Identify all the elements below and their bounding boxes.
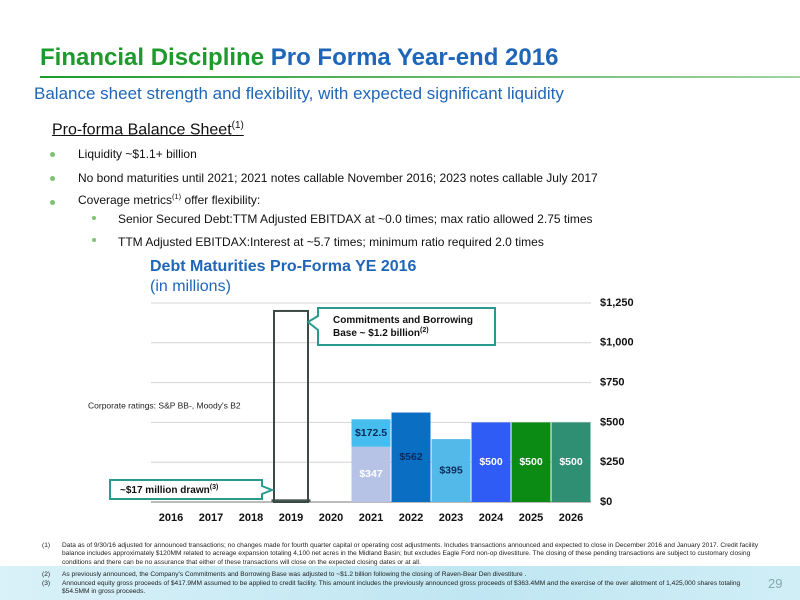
callout-line: Commitments and Borrowing (333, 315, 473, 326)
value-label: $347 (359, 468, 383, 480)
footnote: (3) Announced equity gross proceeds of $4… (42, 580, 767, 597)
x-tick-label: 2023 (439, 512, 463, 524)
footnote-text: As previously announced, the Company's C… (62, 571, 527, 578)
x-tick-label: 2024 (479, 512, 504, 524)
bar (431, 439, 471, 502)
value-label: $172.5 (355, 427, 387, 439)
x-tick-label: 2021 (359, 512, 383, 524)
bullet: Coverage metrics(1) offer flexibility: (78, 192, 260, 207)
subtitle: Balance sheet strength and flexibility, … (34, 84, 564, 103)
footnote-text: Data as of 9/30/16 adjusted for announce… (62, 542, 759, 566)
bar (391, 412, 431, 502)
section-heading: Pro-forma Balance Sheet(1) (52, 120, 244, 139)
y-tick-label: $0 (600, 496, 612, 508)
bullet: No bond maturities until 2021; 2021 note… (78, 171, 598, 185)
heading-sup: (1) (231, 120, 244, 131)
x-tick-label: 2019 (279, 512, 303, 524)
callout-sup: (2) (420, 327, 429, 334)
footnote-text: Announced equity gross proceeds of $417.… (62, 580, 741, 596)
callout-line: ~$17 million drawn (120, 485, 210, 496)
y-tick-label: $500 (600, 416, 624, 428)
bar (471, 422, 511, 502)
heading-text: Pro-forma Balance Sheet (52, 121, 232, 139)
sub-bullet-dot (92, 216, 96, 220)
title-green: Financial Discipline (40, 44, 265, 71)
commitment-bar (273, 309, 309, 503)
bullet-dot (50, 152, 55, 157)
x-tick-label: 2016 (159, 512, 183, 524)
value-label: $500 (559, 456, 583, 468)
sub-bullet-dot (92, 238, 96, 242)
value-label: $500 (519, 456, 543, 468)
value-label: $562 (399, 451, 423, 463)
footnote-marker: (3) (42, 580, 51, 587)
y-tick-label: $1,250 (600, 297, 634, 309)
callout-box (306, 307, 496, 346)
bullet-dot (50, 176, 55, 181)
callout-line: Base ~ $1.2 billion (333, 328, 420, 339)
bullet-dot (50, 200, 55, 205)
bar (351, 419, 391, 447)
sub-bullet: Senior Secured Debt:TTM Adjusted EBITDAX… (118, 212, 593, 226)
y-tick-label: $250 (600, 456, 624, 468)
x-tick-label: 2017 (199, 512, 223, 524)
callout-box (109, 479, 275, 500)
bullet-text: Coverage metrics (78, 193, 173, 207)
x-tick-label: 2026 (559, 512, 583, 524)
footnote-marker: (2) (42, 571, 51, 578)
bar (511, 422, 551, 502)
value-label: $395 (439, 464, 463, 476)
value-label: $500 (479, 456, 503, 468)
sub-bullet: TTM Adjusted EBITDAX:Interest at ~5.7 ti… (118, 235, 544, 249)
bullet-sup: (1) (172, 192, 182, 201)
callout-text: Commitments and Borrowing Base ~ $1.2 bil… (333, 315, 473, 339)
footnote: (2) As previously announced, the Company'… (42, 571, 767, 579)
bullet: Liquidity ~$1.1+ billion (78, 147, 197, 161)
bar (271, 499, 311, 502)
chart-title: Debt Maturities Pro-Forma YE 2016 (150, 258, 417, 275)
callout-sup: (3) (210, 484, 219, 491)
x-tick-label: 2022 (399, 512, 423, 524)
bar (351, 446, 391, 502)
ratings-note: Corporate ratings: S&P BB-, Moody's B2 (88, 400, 241, 410)
title-rule (40, 76, 800, 78)
x-tick-label: 2018 (239, 512, 263, 524)
bar (551, 422, 591, 502)
chart-subtitle: (in millions) (150, 278, 231, 295)
footnote: (1) Data as of 9/30/16 adjusted for annou… (42, 542, 767, 567)
page-number: 29 (768, 576, 783, 591)
callout-text: ~$17 million drawn(3) (120, 484, 218, 496)
title-blue: Pro Forma Year-end 2016 (270, 44, 559, 71)
footnote-marker: (1) (42, 542, 51, 549)
footer-band (0, 566, 800, 600)
y-tick-label: $750 (600, 377, 624, 389)
slide-title: Financial Discipline Pro Forma Year-end … (40, 44, 558, 72)
bullet-text: offer flexibility: (181, 193, 261, 207)
y-tick-label: $1,000 (600, 337, 634, 349)
x-tick-label: 2025 (519, 512, 543, 524)
x-tick-label: 2020 (319, 512, 343, 524)
